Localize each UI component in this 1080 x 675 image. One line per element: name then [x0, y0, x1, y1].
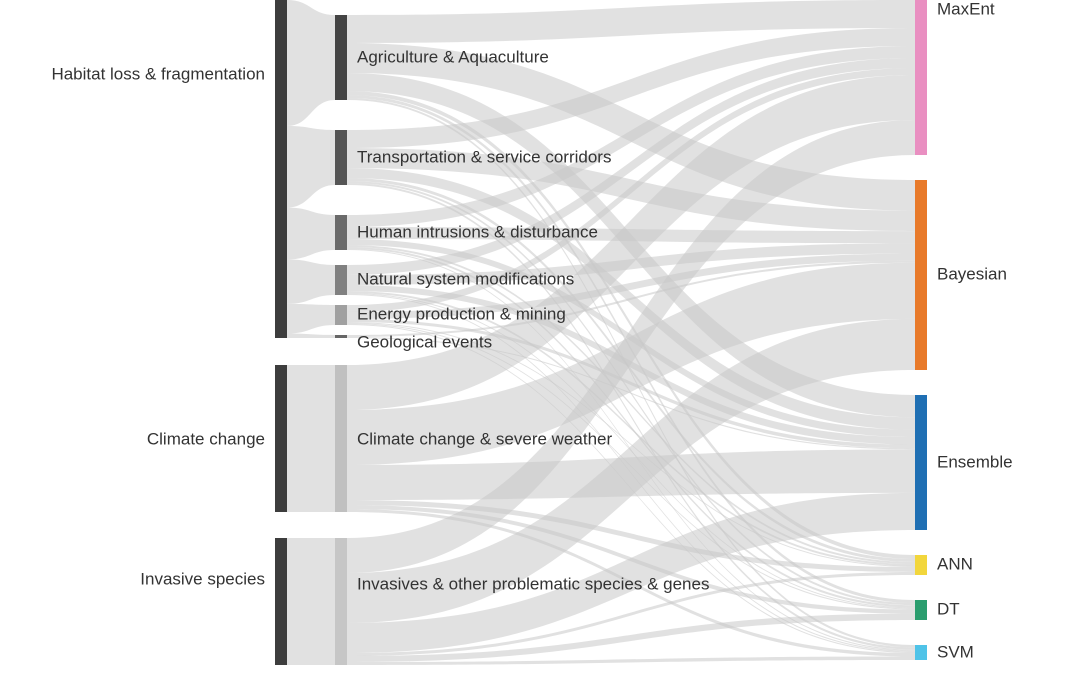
sankey-node-R_svm [915, 645, 927, 660]
sankey-node-M_human [335, 215, 347, 250]
sankey-label: Natural system modifications [357, 269, 574, 288]
sankey-label: MaxEnt [937, 0, 995, 18]
sankey-node-M_trans [335, 130, 347, 185]
sankey-label: Energy production & mining [357, 304, 566, 323]
sankey-link [287, 538, 335, 665]
sankey-label: Bayesian [937, 264, 1007, 283]
sankey-label: Human intrusions & disturbance [357, 222, 598, 241]
sankey-label: ANN [937, 554, 973, 573]
sankey-node-L_invasive [275, 538, 287, 665]
sankey-link [287, 304, 335, 334]
sankey-node-L_habitat [275, 0, 287, 338]
sankey-node-R_dt [915, 600, 927, 620]
sankey-label: Agriculture & Aquaculture [357, 47, 549, 66]
sankey-link [287, 334, 335, 338]
sankey-node-L_climate [275, 365, 287, 512]
sankey-label: SVM [937, 642, 974, 661]
sankey-label: Invasives & other problematic species & … [357, 574, 709, 593]
sankey-label: Ensemble [937, 452, 1013, 471]
sankey-link [287, 126, 335, 208]
sankey-link [287, 259, 335, 303]
sankey-node-R_ann [915, 555, 927, 575]
sankey-diagram: Habitat loss & fragmentation Climate chan… [0, 0, 1080, 675]
sankey-node-M_geo [335, 335, 347, 338]
sankey-label: Climate change & severe weather [357, 429, 612, 448]
sankey-node-M_natsys [335, 265, 347, 295]
sankey-label: Climate change [147, 429, 265, 448]
sankey-link [287, 0, 335, 126]
sankey-node-R_maxent [915, 0, 927, 155]
sankey-label: Transportation & service corridors [357, 147, 611, 166]
sankey-label: Invasive species [140, 569, 265, 588]
sankey-link [287, 208, 335, 260]
sankey-label: Habitat loss & fragmentation [51, 64, 265, 83]
sankey-node-M_climsev [335, 365, 347, 512]
sankey-node-M_energy [335, 305, 347, 325]
sankey-node-M_agri [335, 15, 347, 100]
sankey-node-R_ensemble [915, 395, 927, 530]
sankey-node-R_bayes [915, 180, 927, 370]
sankey-node-M_invprob [335, 538, 347, 665]
sankey-label: DT [937, 599, 960, 618]
sankey-label: Geological events [357, 332, 492, 351]
sankey-link [287, 365, 335, 512]
